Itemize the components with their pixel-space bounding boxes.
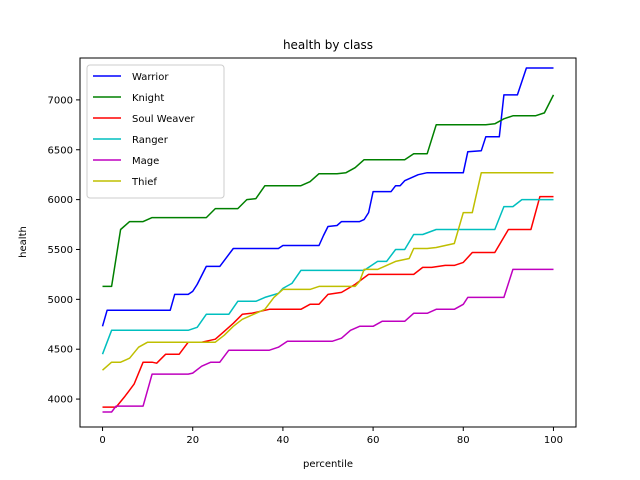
x-axis-ticks: 0 20 40 60 80 100	[99, 427, 563, 446]
y-tick-label: 4500	[48, 345, 73, 356]
plot-frame	[79, 57, 577, 428]
y-axis-ticks: 4000 4500 5000 5500 6000 6500 7000	[48, 95, 80, 406]
legend-label-soul-weaver: Soul Weaver	[132, 114, 195, 125]
series-line-soul-weaver	[102, 195, 554, 408]
series-line-mage	[102, 268, 554, 413]
legend-label-mage: Mage	[132, 156, 159, 167]
legend-label-thief: Thief	[131, 177, 157, 188]
series-line-knight	[102, 94, 555, 288]
x-tick-label: 60	[367, 435, 380, 446]
y-tick-label: 6000	[48, 195, 73, 206]
series-line-thief	[102, 171, 554, 371]
x-tick-label: 40	[277, 435, 290, 446]
y-tick-label: 6500	[48, 145, 73, 156]
legend-label-knight: Knight	[132, 93, 164, 104]
x-tick-label: 80	[457, 435, 470, 446]
series-lines	[101, 67, 555, 413]
x-axis-label: percentile	[303, 459, 353, 470]
y-tick-label: 5500	[48, 245, 73, 256]
legend-label-warrior: Warrior	[132, 72, 169, 83]
x-tick-label: 0	[99, 435, 105, 446]
y-tick-label: 7000	[48, 95, 73, 106]
legend: Warrior Knight Soul Weaver Ranger Mage Thief	[86, 64, 225, 199]
series-line-warrior	[101, 67, 554, 327]
chart-title: health by class	[283, 38, 373, 52]
plot-area	[79, 57, 577, 428]
y-tick-label: 5000	[48, 295, 73, 306]
x-tick-label: 100	[544, 435, 563, 446]
y-tick-label: 4000	[48, 395, 73, 406]
legend-items: Warrior Knight Soul Weaver Ranger Mage Thief	[93, 72, 195, 188]
y-axis-label: health	[18, 226, 29, 258]
series-line-ranger	[101, 198, 554, 355]
legend-label-ranger: Ranger	[132, 135, 169, 146]
x-tick-label: 20	[186, 435, 199, 446]
legend-box	[86, 64, 225, 199]
